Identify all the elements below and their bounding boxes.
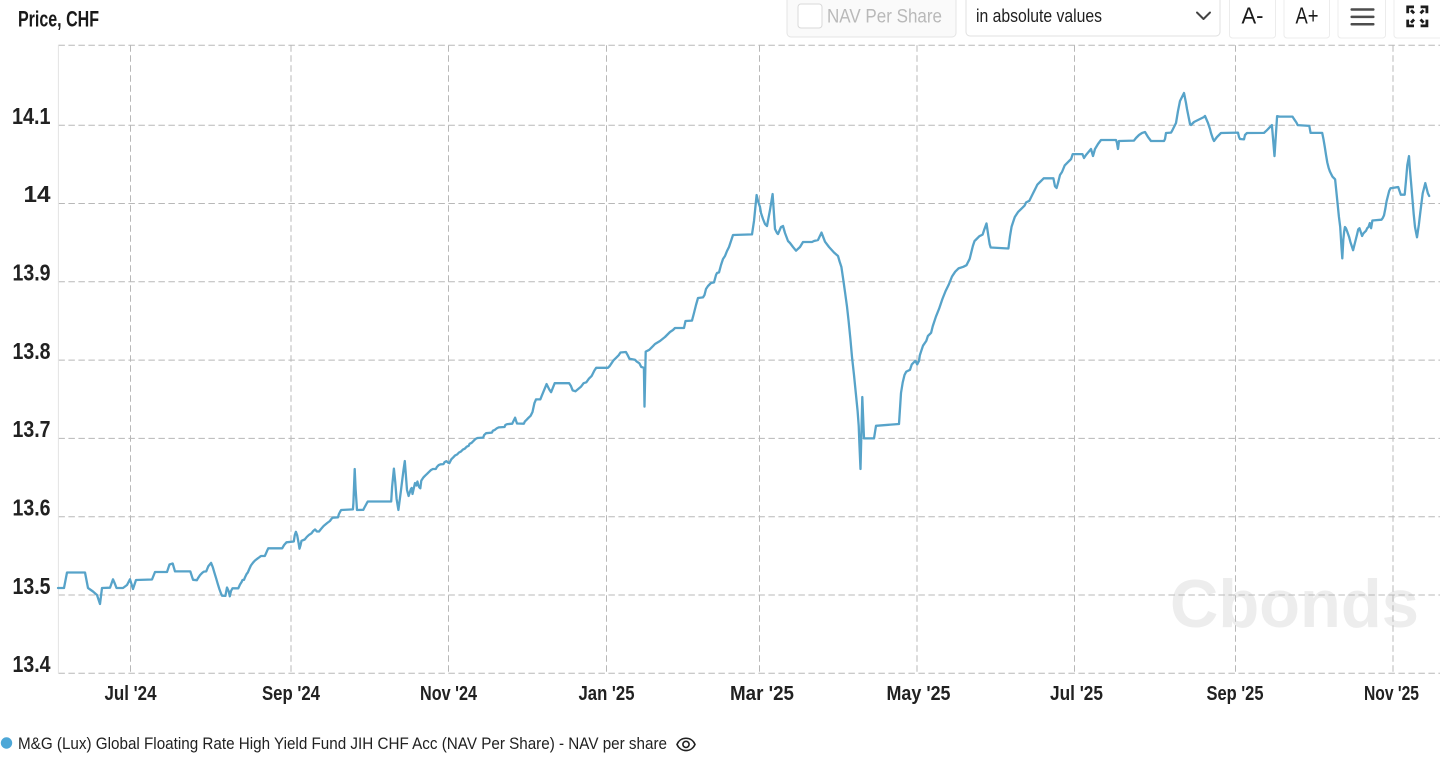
- svg-text:13.9: 13.9: [13, 260, 51, 286]
- svg-text:Sep '24: Sep '24: [262, 683, 321, 705]
- svg-text:Jul '25: Jul '25: [1050, 683, 1103, 705]
- svg-text:13.5: 13.5: [13, 573, 51, 599]
- svg-text:Jan '25: Jan '25: [579, 683, 635, 705]
- svg-text:Cbonds: Cbonds: [1170, 566, 1419, 642]
- svg-text:Mar '25: Mar '25: [730, 683, 794, 705]
- svg-text:in absolute values: in absolute values: [976, 5, 1102, 26]
- svg-text:13.7: 13.7: [13, 416, 51, 442]
- svg-text:13.4: 13.4: [13, 651, 51, 677]
- svg-text:Jul '24: Jul '24: [105, 683, 158, 705]
- svg-text:Price, CHF: Price, CHF: [18, 6, 99, 31]
- svg-text:A+: A+: [1296, 2, 1319, 28]
- svg-text:13.6: 13.6: [13, 495, 51, 521]
- svg-text:May '25: May '25: [887, 683, 951, 705]
- svg-text:A-: A-: [1242, 2, 1264, 28]
- svg-text:Nov '24: Nov '24: [420, 683, 478, 705]
- svg-text:14: 14: [24, 181, 51, 207]
- svg-text:Sep '25: Sep '25: [1207, 683, 1264, 705]
- svg-text:Nov '25: Nov '25: [1364, 683, 1419, 705]
- svg-text:14.1: 14.1: [12, 103, 51, 129]
- svg-text:M&G (Lux) Global Floating Rate: M&G (Lux) Global Floating Rate High Yiel…: [18, 734, 667, 753]
- svg-text:13.8: 13.8: [13, 338, 51, 364]
- svg-text:NAV Per Share: NAV Per Share: [827, 7, 942, 28]
